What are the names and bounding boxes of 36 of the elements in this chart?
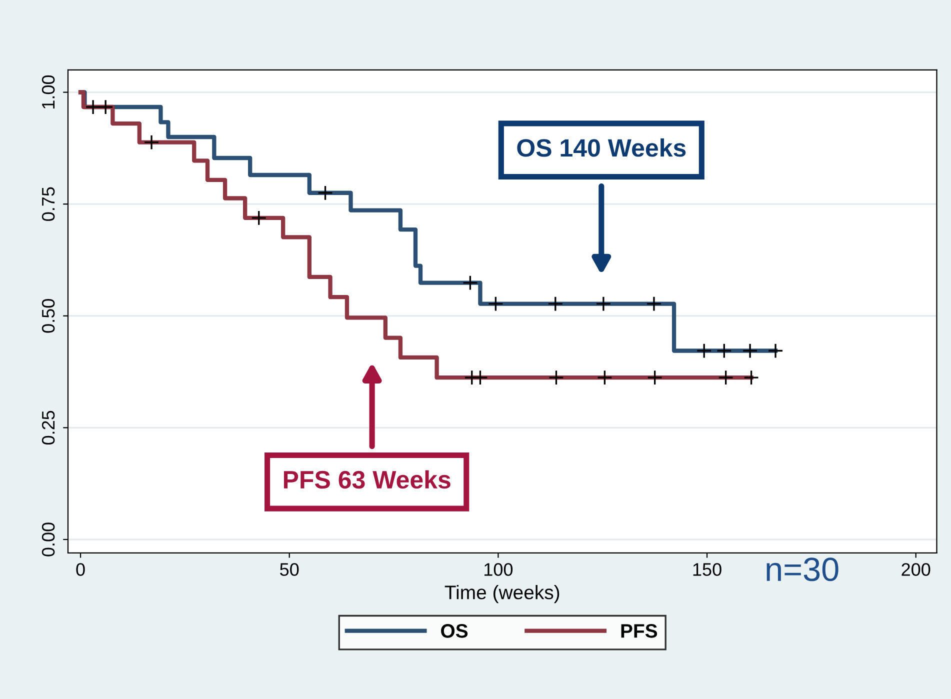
point — [718, 370, 734, 386]
y-tick-label: 0.25 — [42, 410, 55, 445]
x-tick-label: 100 — [484, 563, 513, 576]
point — [488, 296, 504, 312]
x-tick-label: 200 — [902, 563, 930, 576]
legend-label: OS — [441, 624, 468, 638]
y-tick-label: 0.75 — [42, 187, 55, 221]
point — [251, 210, 267, 226]
x-tick-label: 0 — [76, 563, 85, 576]
point — [144, 134, 160, 150]
point — [548, 370, 564, 386]
point — [85, 99, 101, 115]
point — [744, 370, 760, 386]
x-tick-label: 150 — [693, 563, 722, 576]
point — [647, 370, 663, 386]
text: n=30 — [766, 558, 838, 582]
y-tick-label: 0.50 — [42, 299, 55, 333]
legend-label: PFS — [621, 624, 658, 638]
annotation: PFS 63 Weeks — [284, 470, 450, 489]
annotation: OS 140 Weeks — [517, 138, 686, 157]
point — [596, 370, 612, 386]
point — [548, 296, 564, 312]
x-axis-title: Time (weeks) — [444, 585, 560, 604]
point — [696, 342, 712, 359]
point — [596, 296, 612, 312]
x-tick-label: 50 — [280, 563, 299, 576]
point — [98, 99, 114, 115]
point — [646, 296, 662, 312]
point — [317, 185, 334, 201]
point — [716, 342, 732, 359]
point — [768, 342, 784, 359]
point — [472, 370, 488, 386]
y-tick-label: 0.00 — [42, 522, 55, 556]
point — [462, 275, 478, 291]
point — [742, 342, 758, 359]
y-tick-label: 1.00 — [42, 75, 55, 108]
